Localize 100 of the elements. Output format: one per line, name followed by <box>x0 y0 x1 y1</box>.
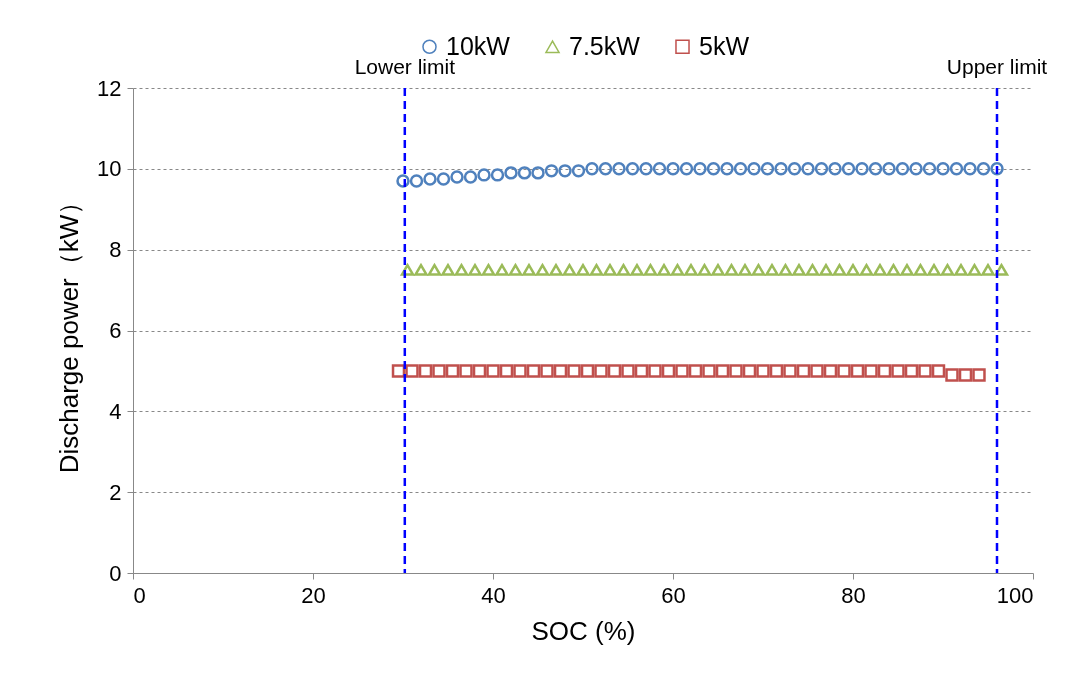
point <box>648 364 662 378</box>
point <box>949 162 964 176</box>
point <box>409 174 424 188</box>
point <box>432 364 446 378</box>
point <box>931 364 946 378</box>
point <box>468 263 482 276</box>
point <box>940 263 955 276</box>
point <box>670 263 685 276</box>
legend-label: 5kW <box>699 31 750 60</box>
point <box>585 162 599 176</box>
point <box>886 263 901 276</box>
x-tick-label: 80 <box>841 582 866 608</box>
point <box>796 364 811 378</box>
point <box>832 263 847 276</box>
point <box>526 364 541 378</box>
point <box>972 368 986 382</box>
point <box>850 364 865 378</box>
point <box>810 364 824 378</box>
point <box>553 364 568 378</box>
point <box>567 364 581 378</box>
point <box>855 162 869 176</box>
point <box>765 263 779 276</box>
point <box>868 162 883 176</box>
point <box>643 263 658 276</box>
point <box>837 364 851 378</box>
point <box>463 170 478 184</box>
point <box>544 164 559 178</box>
point <box>774 162 788 176</box>
point <box>976 162 991 176</box>
y-tick-label: 10 <box>97 156 122 182</box>
point <box>391 364 406 378</box>
point <box>864 364 878 378</box>
point <box>801 162 815 176</box>
point <box>945 368 959 382</box>
point <box>450 170 464 184</box>
point <box>720 162 734 176</box>
point <box>558 164 572 178</box>
point <box>814 162 829 176</box>
point <box>625 162 640 176</box>
point <box>661 364 676 378</box>
point <box>679 162 694 176</box>
point <box>666 162 680 176</box>
x-tick-label: 40 <box>481 582 506 608</box>
point <box>769 364 784 378</box>
x-axis-title: SOC (%) <box>531 615 636 646</box>
point <box>724 263 739 276</box>
point <box>477 168 491 182</box>
point <box>634 364 649 378</box>
point <box>954 263 968 276</box>
ref-line-label: Upper limit <box>946 55 1048 78</box>
point <box>873 263 887 276</box>
point <box>616 263 631 276</box>
point <box>684 263 698 276</box>
point <box>517 166 532 180</box>
point <box>441 263 455 276</box>
x-tick-label: 60 <box>661 582 686 608</box>
point <box>400 263 415 276</box>
y-tick-label: 2 <box>109 479 122 505</box>
point <box>697 263 712 276</box>
point <box>621 364 635 378</box>
point <box>508 263 523 276</box>
point <box>423 172 437 186</box>
point <box>922 162 937 176</box>
point <box>859 263 874 276</box>
point <box>490 168 505 182</box>
legend-label: 7.5kW <box>569 31 641 60</box>
point <box>747 162 761 176</box>
point <box>895 162 910 176</box>
point <box>990 162 1004 176</box>
point <box>738 263 752 276</box>
point <box>819 263 833 276</box>
y-tick-label: 12 <box>97 75 122 101</box>
point <box>909 162 923 176</box>
point <box>877 364 892 378</box>
point <box>783 364 797 378</box>
point <box>405 364 419 378</box>
point <box>396 174 410 188</box>
point <box>459 364 473 378</box>
point <box>639 162 653 176</box>
point <box>958 368 973 382</box>
point <box>828 162 842 176</box>
point <box>751 263 766 276</box>
point <box>913 263 928 276</box>
point <box>891 364 905 378</box>
point <box>612 162 626 176</box>
point <box>418 364 433 378</box>
point <box>729 364 743 378</box>
point <box>805 263 820 276</box>
point <box>472 364 487 378</box>
point <box>594 364 608 378</box>
x-tick-label: 0 <box>133 582 146 608</box>
point <box>841 162 856 176</box>
point <box>504 166 518 180</box>
point <box>675 364 689 378</box>
point <box>657 263 671 276</box>
point <box>481 263 496 276</box>
point <box>733 162 748 176</box>
point <box>823 364 838 378</box>
x-tick-label: 20 <box>301 582 326 608</box>
point <box>742 364 757 378</box>
